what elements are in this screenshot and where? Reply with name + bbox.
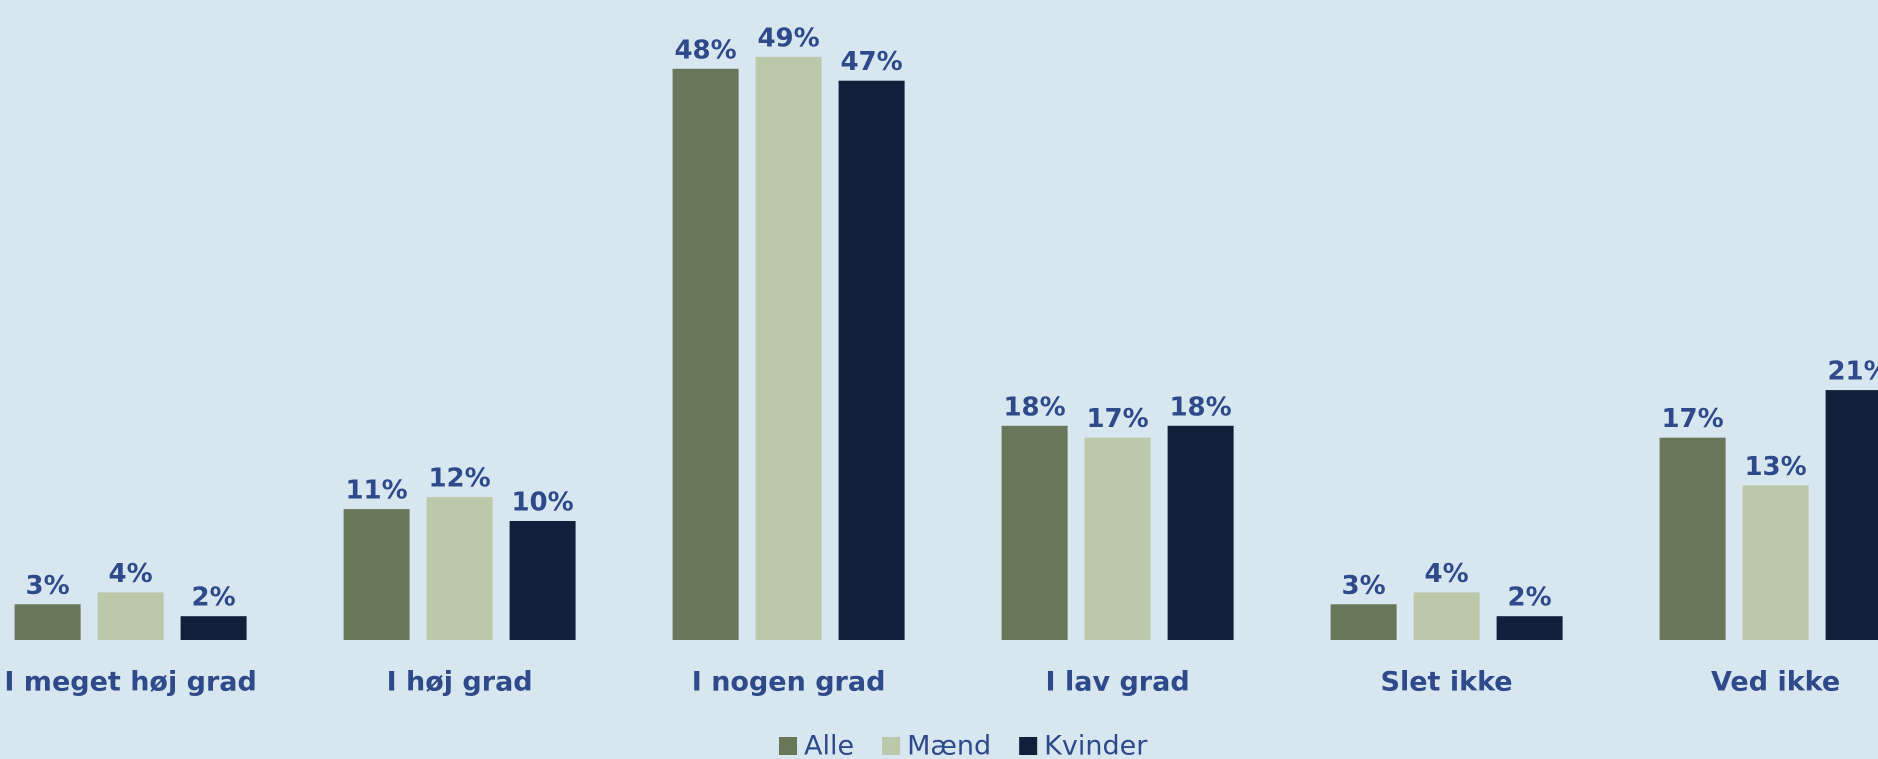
bar [1496, 616, 1563, 640]
bar [343, 509, 410, 640]
legend-swatch [1019, 737, 1038, 755]
legend-swatch [882, 737, 901, 755]
bar [180, 616, 247, 640]
bar [838, 80, 905, 640]
bar [1659, 437, 1726, 640]
value-label: 12% [428, 464, 490, 494]
bar [1001, 425, 1068, 640]
x-tick-label: I lav grad [1046, 667, 1190, 698]
value-label: 17% [1661, 404, 1723, 434]
bar [1413, 592, 1480, 640]
bar [1330, 604, 1397, 640]
value-label: 2% [192, 583, 236, 613]
value-label: 18% [1169, 392, 1231, 422]
bar [1167, 425, 1234, 640]
value-label: 4% [109, 559, 153, 589]
bar [14, 604, 81, 640]
x-tick-label: I nogen grad [692, 667, 886, 698]
x-tick-label: I meget høj grad [4, 667, 256, 698]
bar [755, 56, 822, 640]
bar [97, 592, 164, 640]
value-label: 49% [757, 23, 819, 53]
value-label: 4% [1425, 559, 1469, 589]
bar [509, 521, 576, 640]
value-label: 13% [1744, 452, 1806, 482]
value-label: 47% [840, 47, 902, 77]
value-label: 21% [1827, 357, 1878, 387]
bar [1742, 485, 1809, 640]
value-label: 3% [1342, 571, 1386, 601]
bar [426, 497, 493, 640]
legend-label: Mænd [907, 731, 991, 759]
legend-swatch [779, 737, 797, 755]
bar [672, 68, 739, 641]
value-label: 10% [511, 488, 573, 518]
x-tick-label: I høj grad [387, 667, 533, 698]
x-tick-label: Slet ikke [1381, 667, 1513, 698]
value-label: 18% [1003, 392, 1065, 422]
legend-label: Alle [804, 731, 854, 759]
bar [1825, 390, 1878, 640]
bar [1084, 437, 1151, 640]
value-label: 48% [674, 35, 736, 65]
legend-label: Kvinder [1044, 731, 1148, 759]
value-label: 17% [1086, 404, 1148, 434]
value-label: 11% [345, 476, 407, 506]
value-label: 2% [1508, 583, 1552, 613]
x-tick-label: Ved ikke [1711, 667, 1840, 698]
value-label: 3% [26, 571, 70, 601]
